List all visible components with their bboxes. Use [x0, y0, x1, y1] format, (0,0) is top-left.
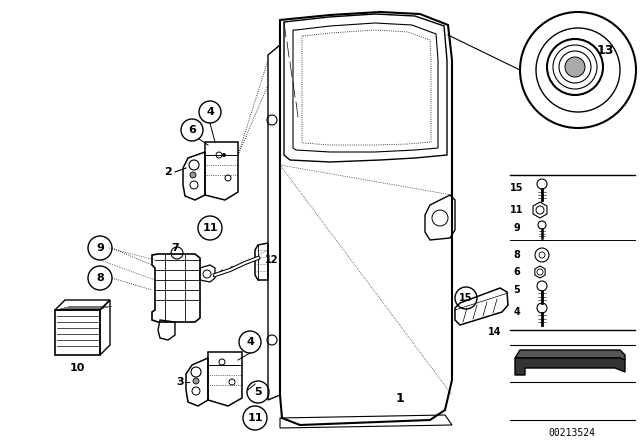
Text: 12: 12 [265, 255, 279, 265]
Text: 4: 4 [514, 307, 520, 317]
Text: 9: 9 [96, 243, 104, 253]
Text: 4: 4 [246, 337, 254, 347]
Polygon shape [515, 358, 625, 375]
Text: 00213524: 00213524 [548, 428, 595, 438]
Text: 6: 6 [514, 267, 520, 277]
Text: 15: 15 [510, 183, 524, 193]
Text: 13: 13 [596, 43, 614, 56]
Text: 3: 3 [176, 377, 184, 387]
Text: 15: 15 [460, 293, 473, 303]
Circle shape [190, 172, 196, 178]
Polygon shape [515, 350, 625, 360]
Text: 11: 11 [202, 223, 218, 233]
Circle shape [193, 378, 199, 384]
Text: 9: 9 [514, 223, 520, 233]
Text: 14: 14 [488, 327, 502, 337]
Text: 2: 2 [164, 167, 172, 177]
Text: 11: 11 [247, 413, 263, 423]
Circle shape [565, 57, 585, 77]
Text: 10: 10 [69, 363, 84, 373]
Text: 1: 1 [396, 392, 404, 405]
Text: 8: 8 [96, 273, 104, 283]
Text: 8: 8 [513, 250, 520, 260]
Text: 11: 11 [510, 205, 524, 215]
Text: 6: 6 [188, 125, 196, 135]
Circle shape [520, 12, 636, 128]
Text: 5: 5 [254, 387, 262, 397]
Text: 7: 7 [171, 243, 179, 253]
Text: 5: 5 [514, 285, 520, 295]
Circle shape [222, 153, 226, 157]
Text: 4: 4 [206, 107, 214, 117]
